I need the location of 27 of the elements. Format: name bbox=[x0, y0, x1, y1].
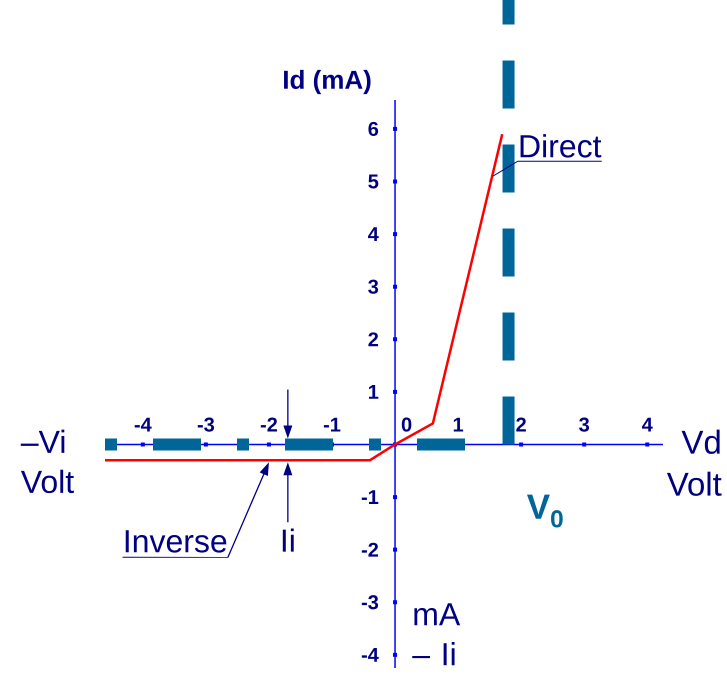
y-tick-label: 3 bbox=[368, 280, 378, 294]
y-tick-label: 5 bbox=[368, 174, 378, 188]
x-tick-label: 3 bbox=[579, 418, 590, 432]
y-tick-label: 1 bbox=[368, 385, 378, 399]
x-axis-title: Vd Volt bbox=[666, 430, 722, 496]
x-tick-label: 2 bbox=[516, 418, 526, 432]
y-tick-label: -1 bbox=[362, 490, 378, 504]
annotation: Ii bbox=[282, 528, 294, 552]
y-tick-label: 4 bbox=[368, 227, 379, 241]
annotation: Direct bbox=[520, 134, 602, 158]
ref-line-label: V$_{0}$ bbox=[526, 494, 563, 528]
x-tick-label: 0 bbox=[402, 418, 412, 432]
x-tick-label: 4 bbox=[642, 418, 653, 432]
y-tick-label: -4 bbox=[362, 648, 379, 662]
y-axis-title: Id (mA) bbox=[284, 70, 371, 94]
y-tick-label: 6 bbox=[368, 122, 378, 136]
x-tick-label: -1 bbox=[324, 418, 340, 432]
text: –Vi Volt bbox=[20, 430, 74, 494]
annotation: mA – Ii bbox=[412, 603, 460, 666]
x-tick-label: 1 bbox=[454, 418, 464, 432]
y-tick-label: 2 bbox=[368, 332, 378, 346]
y-tick-label: -3 bbox=[362, 595, 378, 610]
x-tick-label: -3 bbox=[198, 418, 214, 432]
y-tick-label: -2 bbox=[362, 542, 378, 557]
annotation: Inverse bbox=[126, 530, 226, 553]
x-tick-label: -2 bbox=[260, 418, 278, 432]
x-tick-label: -4 bbox=[134, 418, 152, 432]
